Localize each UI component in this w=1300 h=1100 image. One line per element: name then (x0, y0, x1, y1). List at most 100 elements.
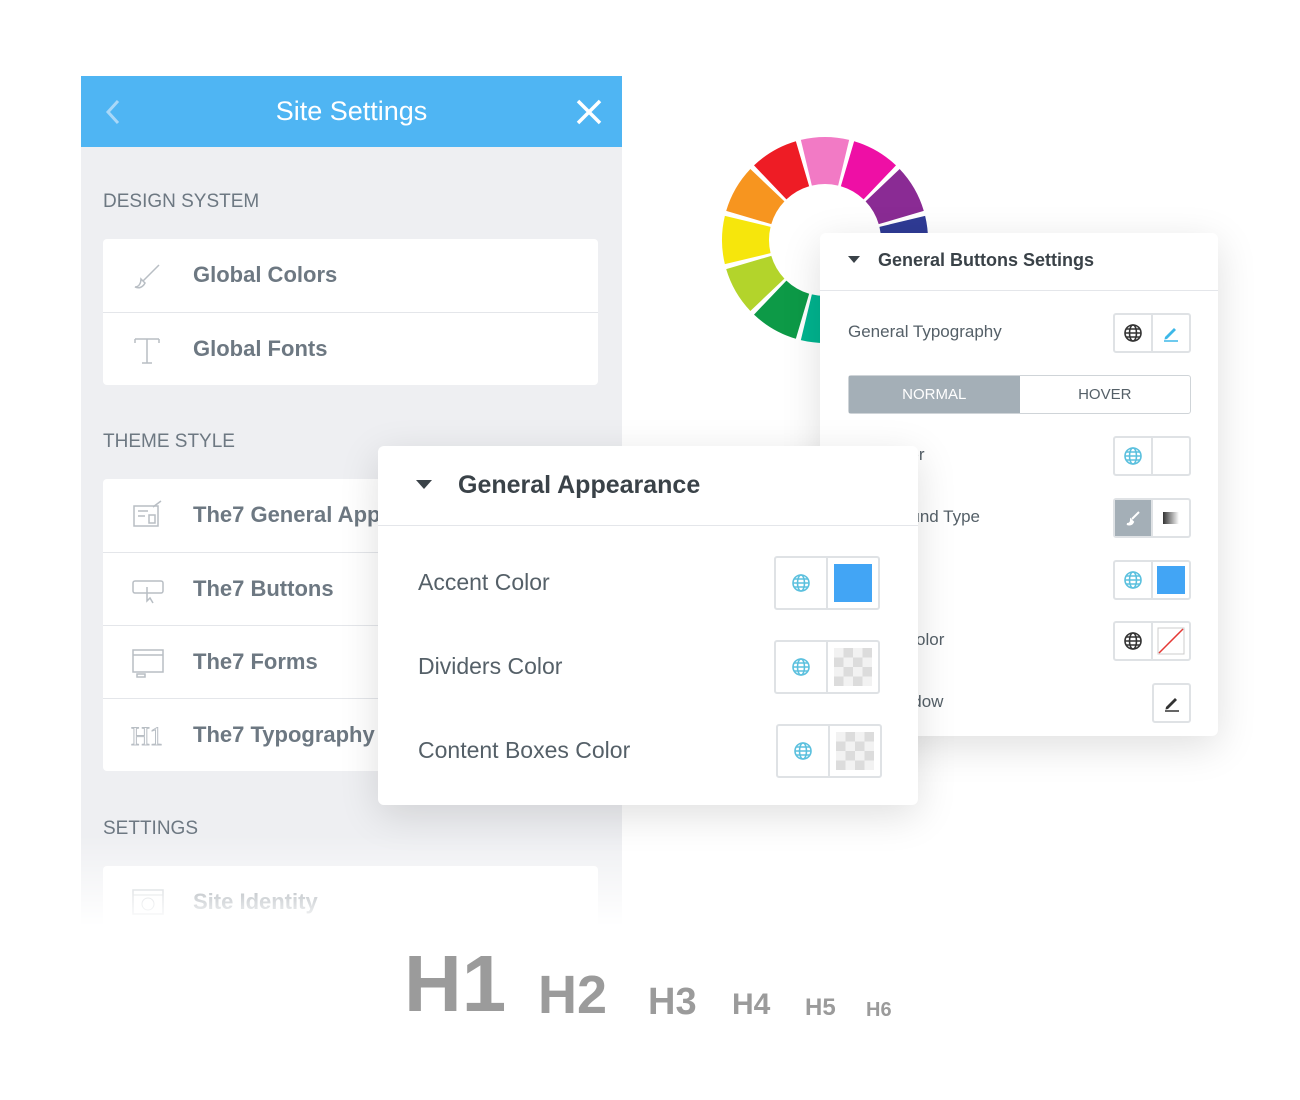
edit-icon (1164, 328, 1178, 342)
wheel-segment (754, 141, 810, 200)
collapse-arrow[interactable] (416, 479, 434, 491)
item-label: Site Identity (193, 889, 318, 914)
field-control[interactable] (1113, 498, 1191, 538)
global-button[interactable] (1115, 315, 1151, 351)
swatch (834, 648, 872, 686)
heading-sample: H1 (404, 939, 507, 1029)
field-control[interactable] (1113, 621, 1191, 661)
item-icon (131, 646, 165, 680)
global-button[interactable] (778, 726, 828, 776)
global-icon (794, 742, 812, 760)
wheel-segment (726, 169, 785, 225)
heading-sample: H3 (648, 981, 697, 1024)
back-icon[interactable] (103, 98, 123, 126)
item-icon (131, 499, 165, 533)
global-icon (792, 658, 810, 676)
panel-title: General Buttons Settings (878, 250, 1095, 270)
item-icon (131, 333, 165, 367)
general-appearance-panel: General Appearance Accent Color Dividers … (378, 446, 918, 805)
item-icon (131, 886, 165, 920)
field-control[interactable] (774, 640, 880, 694)
global-button[interactable] (1115, 438, 1151, 474)
settings-item[interactable]: Global Colors (103, 239, 598, 312)
icon: H1 (131, 722, 164, 752)
edit-button[interactable] (1151, 315, 1189, 351)
settings-item[interactable]: The7 Buttons (103, 552, 598, 625)
global-icon (1124, 447, 1142, 465)
item-label: Global Colors (193, 262, 338, 287)
divider (378, 525, 918, 526)
wheel-segment (800, 137, 850, 186)
wheel-segment (840, 141, 896, 200)
icon (132, 580, 164, 604)
field-control[interactable] (1152, 683, 1191, 723)
settings-item[interactable]: Site Identity (103, 866, 598, 939)
item-label: Global Fonts (193, 336, 328, 361)
typography-control[interactable] (1113, 313, 1191, 353)
swatch (1157, 566, 1185, 594)
state-tabs: NORMAL HOVER (848, 375, 1191, 414)
classic-button[interactable] (1115, 500, 1151, 536)
gradient-button[interactable] (1151, 500, 1189, 536)
swatch (836, 732, 874, 770)
icon (134, 338, 160, 364)
heading-sample: H4 (732, 988, 771, 1022)
field-label: Dividers Color (418, 653, 563, 679)
settings-card: Global Colors Global Fonts (103, 239, 598, 385)
section-heading: THEME STYLE (103, 431, 235, 452)
swatch-box[interactable] (828, 726, 880, 776)
wheel-segment (865, 169, 924, 225)
global-icon (1124, 324, 1142, 342)
global-icon (792, 574, 810, 592)
divider (820, 290, 1218, 291)
field-control[interactable] (1113, 560, 1191, 600)
tab[interactable]: NORMAL (849, 376, 1020, 413)
swatch[interactable] (1151, 438, 1189, 474)
item-icon: H1 (131, 719, 165, 753)
settings-item[interactable]: Global Fonts (103, 312, 598, 385)
tab[interactable]: HOVER (1078, 386, 1132, 403)
swatch-box[interactable] (826, 558, 878, 608)
field-label: General Typography (848, 322, 1002, 341)
field-label: Content Boxes Color (418, 737, 631, 763)
icon (132, 649, 164, 678)
heading-sample: H2 (538, 965, 608, 1026)
wheel-segment (754, 280, 810, 339)
settings-item[interactable]: The7 Forms (103, 625, 598, 698)
icon (132, 889, 164, 915)
icon (133, 500, 162, 527)
item-label: The7 Forms (193, 649, 318, 674)
wheel-segment (726, 255, 785, 311)
field-control[interactable] (1113, 436, 1191, 476)
item-label: The7 Typography (193, 722, 375, 747)
field-control[interactable] (774, 556, 880, 610)
item-icon (131, 573, 165, 607)
global-button[interactable] (1115, 623, 1151, 659)
field-control[interactable] (776, 724, 882, 778)
swatch-box[interactable] (826, 642, 878, 692)
global-button[interactable] (1115, 562, 1151, 598)
item-label: The7 Buttons (193, 576, 334, 601)
panel-title: General Appearance (458, 471, 701, 499)
item-icon (131, 259, 165, 293)
wheel-segment (722, 215, 771, 265)
global-button[interactable] (776, 558, 826, 608)
settings-item[interactable]: H1 The7 Typography (103, 698, 598, 771)
global-button[interactable] (776, 642, 826, 692)
collapse-arrow[interactable] (848, 255, 862, 265)
heading-sample: H6 (866, 998, 892, 1021)
brush-icon (1126, 511, 1140, 526)
field-label: Accent Color (418, 569, 550, 595)
no-color-icon (1157, 627, 1185, 655)
swatch[interactable] (1151, 623, 1189, 659)
close-icon[interactable] (575, 98, 603, 126)
heading-sample: H5 (805, 993, 836, 1021)
edit-icon (1164, 698, 1179, 712)
swatch-box[interactable] (1151, 562, 1189, 598)
gradient-icon (1163, 512, 1179, 524)
edit-button[interactable] (1154, 685, 1189, 721)
panel-title: Site Settings (275, 96, 428, 126)
panel-header: Site Settings (81, 76, 622, 147)
swatch (834, 564, 872, 602)
